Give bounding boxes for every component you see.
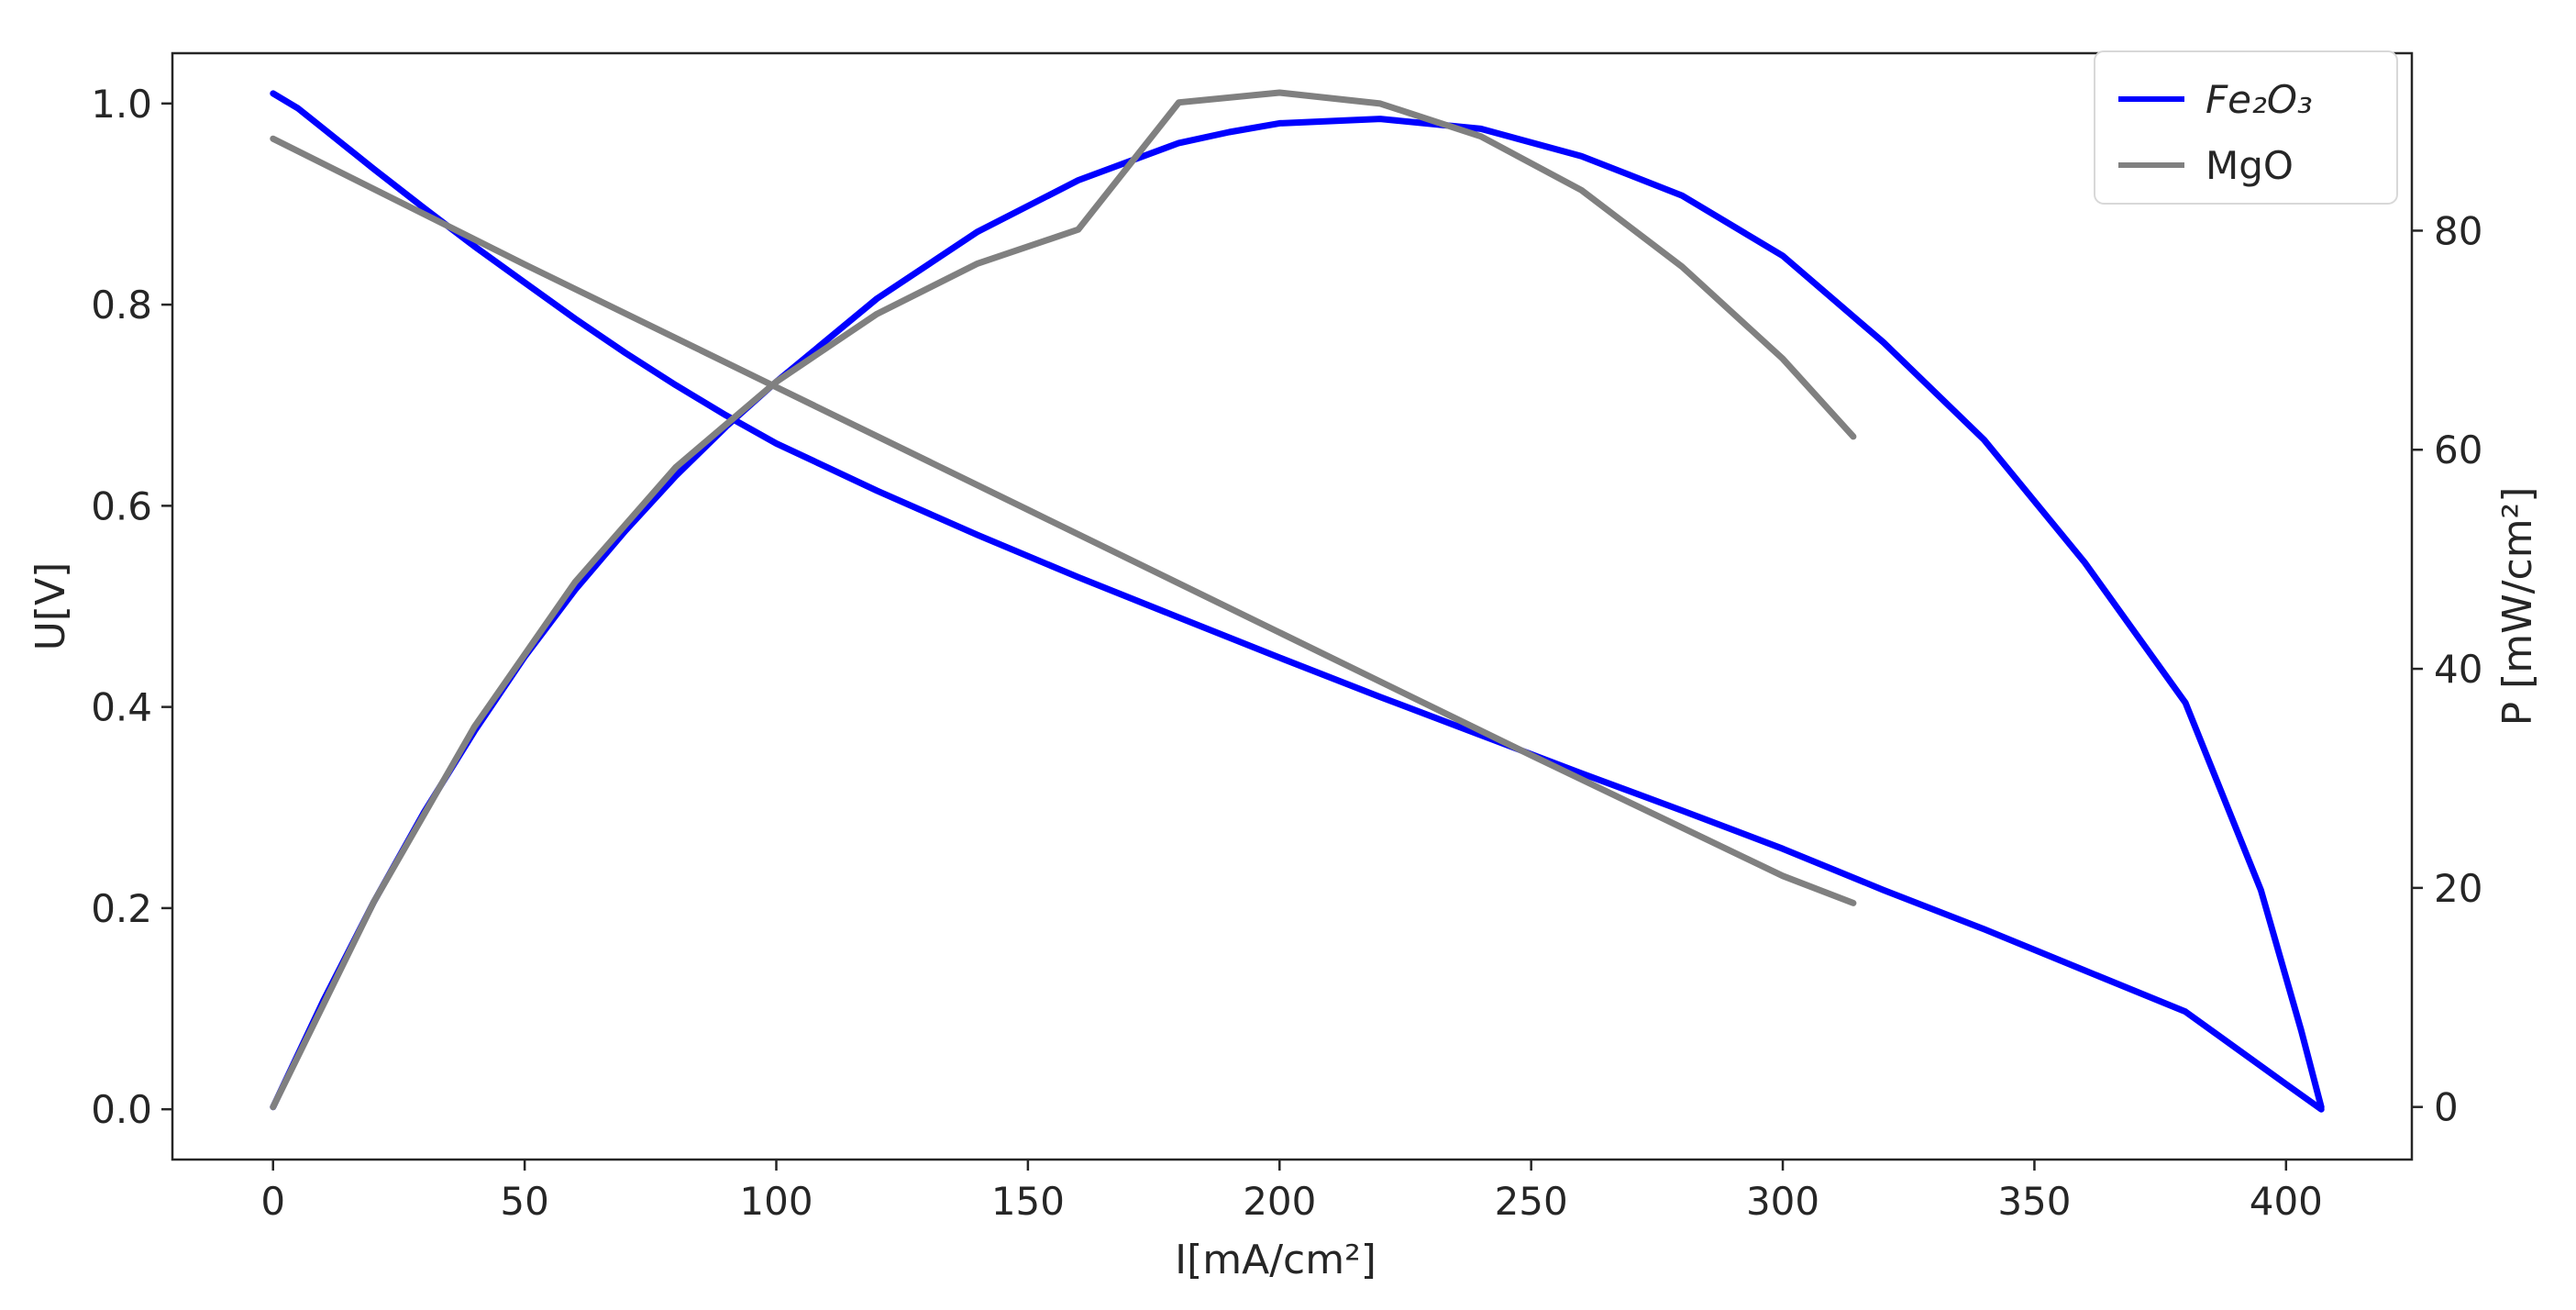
y-tick-label: 0.0	[91, 1087, 152, 1132]
y-tick-label: 1.0	[91, 82, 152, 127]
x-tick-label: 50	[500, 1179, 548, 1224]
x-tick-label: 300	[1746, 1179, 1819, 1224]
x-tick-label: 350	[1997, 1179, 2071, 1224]
x-tick-label: 200	[1243, 1179, 1316, 1224]
series-line-mgo-power	[270, 89, 1857, 1111]
y-tick-label: 0.8	[91, 283, 152, 328]
y2-tick-label: 20	[2434, 866, 2482, 911]
y2-axis-label: P [mW/cm²]	[2494, 487, 2541, 727]
y2-axis-ticks: 0 20 40 60 80	[2412, 208, 2482, 1130]
y2-tick-label: 40	[2434, 647, 2482, 692]
x-tick-label: 250	[1495, 1179, 1568, 1224]
series-line-fe2o3-power	[270, 116, 2325, 1111]
y-tick-label: 0.4	[91, 685, 152, 730]
y-tick-label: 0.2	[91, 886, 152, 931]
plot-frame	[171, 51, 2414, 1161]
x-tick-label: 150	[991, 1179, 1065, 1224]
x-axis-ticks: 0 50 100 150 200 250 300 350 400	[260, 1160, 2323, 1224]
x-tick-label: 100	[739, 1179, 813, 1224]
legend-label-mgo: MgO	[2206, 143, 2294, 188]
x-tick-label: 0	[260, 1179, 285, 1224]
legend: Fe₂O₃ MgO	[2094, 50, 2398, 205]
y2-tick-label: 60	[2434, 427, 2482, 472]
series-layer	[270, 89, 2325, 1113]
y2-tick-label: 80	[2434, 208, 2482, 253]
y-axis-ticks: 0.0 0.2 0.4 0.6 0.8 1.0	[91, 82, 172, 1132]
legend-label-fe2o3: Fe₂O₃	[2206, 77, 2313, 122]
series-line-fe2o3-voltage	[270, 90, 2325, 1113]
y-axis-label: U[V]	[28, 562, 74, 651]
y2-tick-label: 0	[2434, 1085, 2459, 1130]
series-line-mgo-voltage	[270, 135, 1857, 906]
x-tick-label: 400	[2250, 1179, 2323, 1224]
x-axis-label: I[mA/cm²]	[1175, 1237, 1376, 1283]
y-tick-label: 0.6	[91, 483, 152, 528]
